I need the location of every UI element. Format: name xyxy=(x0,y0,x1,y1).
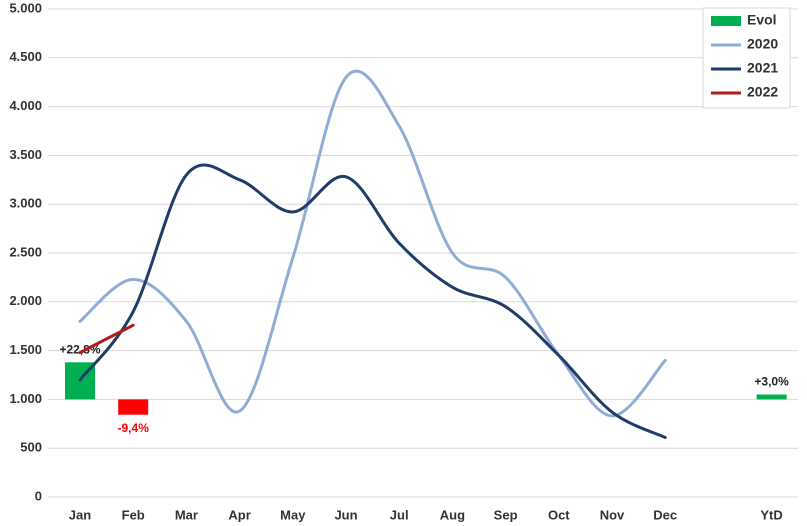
y-tick-label: 500 xyxy=(20,440,42,455)
y-tick-label: 4.000 xyxy=(9,98,42,113)
x-tick-label: YtD xyxy=(760,507,782,522)
y-tick-label: 1.000 xyxy=(9,391,42,406)
series-line xyxy=(78,163,667,439)
x-tick-label: Dec xyxy=(653,507,677,522)
legend-label: Evol xyxy=(747,12,777,28)
evol-label: +3,0% xyxy=(754,375,789,389)
y-tick-label: 2.000 xyxy=(9,293,42,308)
evol-bar xyxy=(118,399,149,415)
x-tick-label: Nov xyxy=(600,507,625,522)
x-tick-label: May xyxy=(280,507,306,522)
evol-bar xyxy=(756,394,787,400)
x-tick-label: Jan xyxy=(69,507,91,522)
x-tick-label: Mar xyxy=(175,507,198,522)
y-tick-label: 3.500 xyxy=(9,147,42,162)
y-tick-label: 4.500 xyxy=(9,49,42,64)
x-tick-label: Aug xyxy=(440,507,465,522)
x-tick-label: Feb xyxy=(122,507,145,522)
legend-label: 2021 xyxy=(747,60,778,76)
evol-label: -9,4% xyxy=(118,421,150,435)
legend-label: 2020 xyxy=(747,36,778,52)
x-tick-label: Apr xyxy=(228,507,250,522)
x-tick-label: Jun xyxy=(334,507,357,522)
series-line xyxy=(78,323,135,355)
y-tick-label: 2.500 xyxy=(9,244,42,259)
x-tick-label: Jul xyxy=(390,507,409,522)
series-line xyxy=(78,69,667,418)
y-tick-label: 0 xyxy=(35,488,42,503)
y-tick-label: 1.500 xyxy=(9,342,42,357)
y-tick-label: 5.000 xyxy=(9,0,42,15)
x-tick-label: Oct xyxy=(548,507,570,522)
y-tick-label: 3.000 xyxy=(9,196,42,211)
legend-label: 2022 xyxy=(747,84,778,100)
x-tick-label: Sep xyxy=(494,507,518,522)
legend-swatch xyxy=(711,16,741,26)
